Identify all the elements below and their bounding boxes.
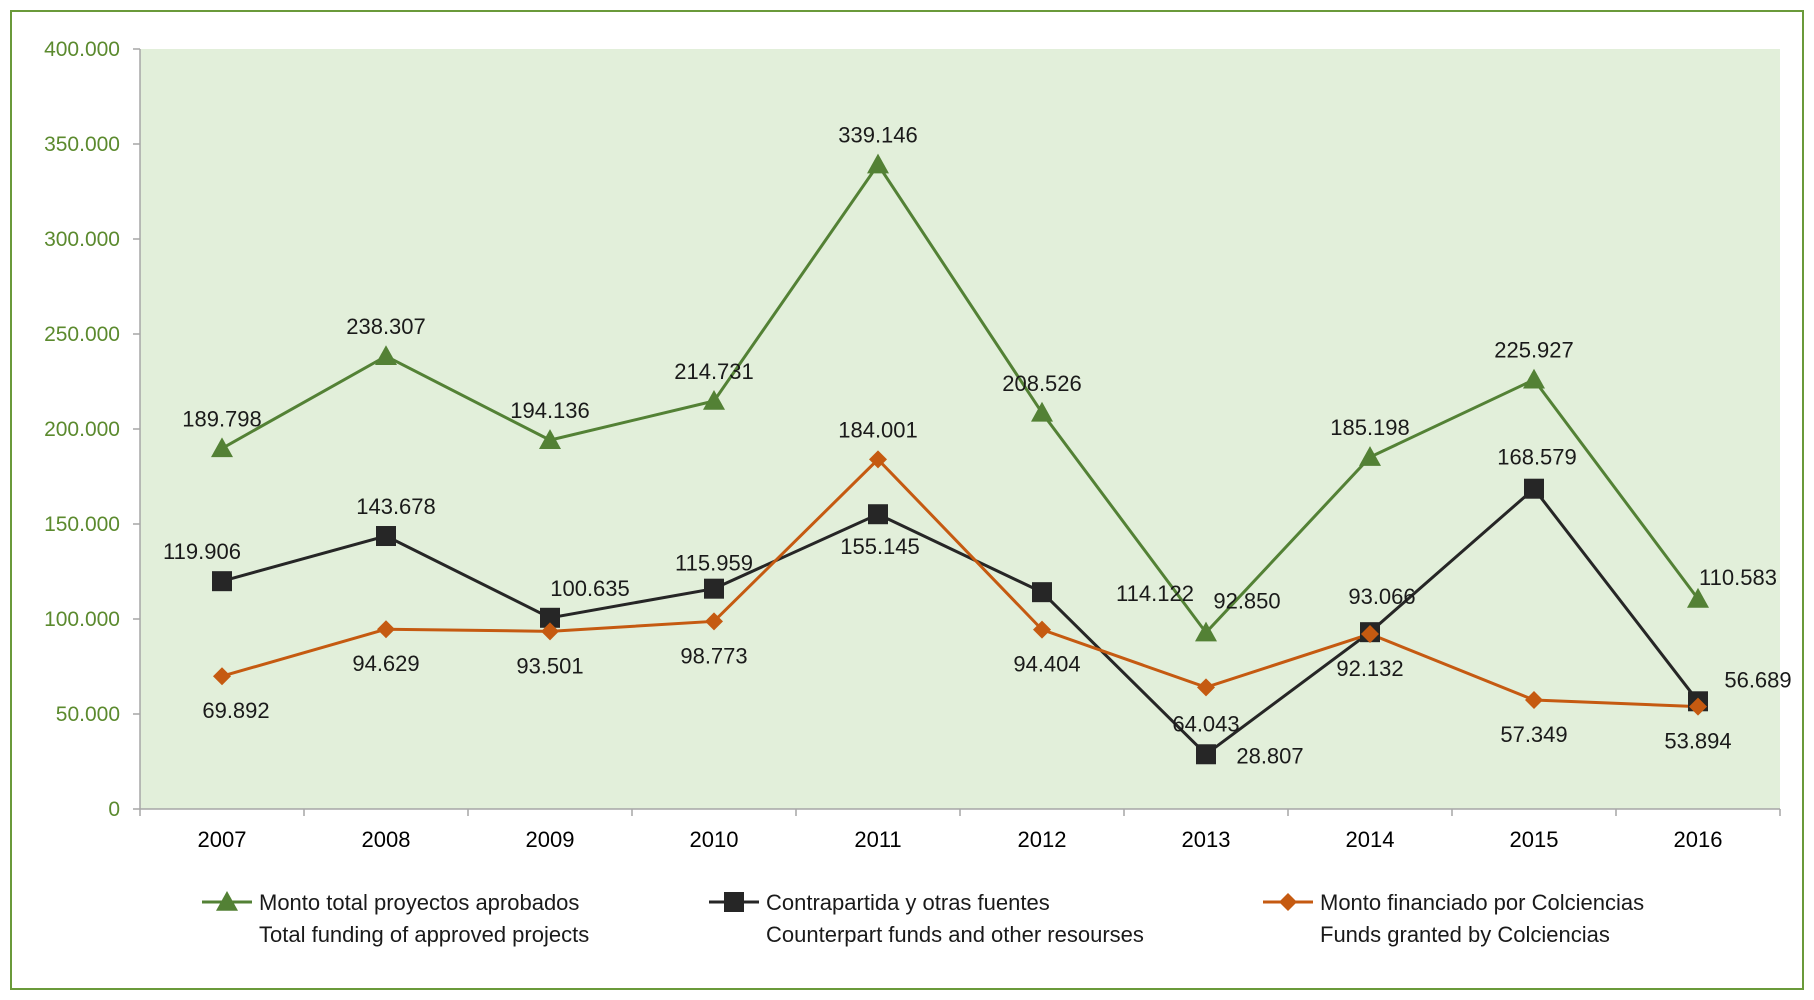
legend-label: Contrapartida y otras fuentes: [766, 890, 1050, 915]
x-tick-label: 2009: [526, 827, 575, 852]
data-point-marker: [704, 578, 724, 599]
data-label: 92.132: [1336, 656, 1403, 681]
data-label: 110.583: [1699, 565, 1777, 590]
x-tick-label: 2014: [1346, 827, 1395, 852]
y-tick-label: 350.000: [44, 133, 120, 156]
data-point-marker: [375, 345, 397, 366]
data-label: 194.136: [510, 398, 590, 423]
data-label: 189.798: [182, 406, 262, 431]
data-label: 98.773: [680, 643, 747, 668]
data-label: 93.066: [1348, 584, 1415, 609]
legend-marker: [724, 892, 744, 912]
y-tick-label: 0: [108, 798, 120, 821]
x-tick-label: 2010: [690, 827, 739, 852]
data-point-marker: [705, 612, 723, 631]
data-point-marker: [1197, 678, 1215, 697]
data-point-marker: [867, 153, 889, 174]
plot-area: [140, 49, 1780, 809]
data-label: 114.122: [1116, 581, 1194, 606]
data-label: 57.349: [1500, 722, 1567, 747]
data-label: 69.892: [202, 698, 269, 723]
chart-frame: 0 50.000 100.000 150.000 200.000 250.000 300.0…: [10, 10, 1804, 990]
data-label: 214.731: [674, 359, 754, 384]
data-label: 185.198: [1330, 415, 1410, 440]
data-point-marker: [541, 622, 559, 641]
data-label: 94.629: [352, 651, 419, 676]
data-point-marker: [1196, 744, 1216, 765]
series-line: [221, 486, 1700, 757]
data-point-marker: [1033, 620, 1051, 639]
data-label: 100.635: [550, 576, 630, 601]
data-label: 28.807: [1236, 743, 1303, 768]
data-point-marker: [211, 437, 233, 458]
data-point-marker: [1525, 691, 1543, 710]
series-line: [221, 457, 1699, 709]
data-label: 155.145: [840, 534, 920, 559]
y-tick-label: 300.000: [44, 228, 120, 251]
data-point-marker: [1195, 621, 1217, 642]
data-point-marker: [1361, 624, 1379, 643]
y-tick-label: 250.000: [44, 323, 120, 346]
line-chart: 0 50.000 100.000 150.000 200.000 250.000 300.0…: [44, 38, 1792, 947]
legend-label-en: Total funding of approved projects: [259, 922, 589, 947]
data-point-marker: [376, 526, 396, 547]
data-point-marker: [1359, 446, 1381, 466]
data-point-marker: [1031, 401, 1053, 422]
data-point-marker: [1523, 368, 1545, 389]
data-label: 208.526: [1002, 371, 1082, 396]
legend-marker: [1279, 893, 1297, 911]
data-point-marker: [377, 620, 395, 639]
data-label: 339.146: [838, 123, 918, 148]
data-label: 238.307: [346, 314, 426, 339]
data-point-marker: [1524, 478, 1544, 499]
data-label: 94.404: [1013, 652, 1080, 677]
data-point-marker: [212, 571, 232, 592]
y-tick-label: 50.000: [56, 703, 120, 726]
data-point-marker: [1687, 587, 1709, 608]
x-tick-label: 2013: [1182, 827, 1231, 852]
y-tick-label: 150.000: [44, 513, 120, 536]
x-tick-label: 2012: [1018, 827, 1067, 852]
data-label: 184.001: [838, 417, 918, 442]
data-label: 225.927: [1494, 338, 1574, 363]
y-tick-label: 200.000: [44, 418, 120, 441]
x-tick-label: 2008: [362, 827, 411, 852]
legend-label-en: Funds granted by Colciencias: [1320, 922, 1610, 947]
data-label: 64.043: [1172, 711, 1239, 736]
data-label: 168.579: [1497, 445, 1577, 470]
data-label: 143.678: [356, 494, 436, 519]
data-point-marker: [540, 607, 560, 628]
data-point-marker: [1689, 697, 1707, 716]
legend-label: Monto financiado por Colciencias: [1320, 890, 1644, 915]
data-point-marker: [703, 390, 725, 410]
x-tick-label: 2016: [1674, 827, 1723, 852]
data-label: 53.894: [1664, 729, 1731, 754]
legend-label: Monto total proyectos aprobados: [259, 890, 579, 915]
data-label: 93.501: [516, 653, 583, 678]
data-label: 119.906: [163, 539, 241, 564]
data-label: 115.959: [675, 551, 753, 576]
data-point-marker: [1032, 582, 1052, 603]
legend-label-en: Counterpart funds and other resourses: [766, 922, 1144, 947]
data-point-marker: [213, 667, 231, 686]
data-labels: 189.798 238.307 194.136 214.731 339.146 208.5…: [163, 123, 1792, 769]
legend-marker: [216, 891, 238, 911]
data-label: 92.850: [1213, 589, 1280, 614]
x-tick-label: 2007: [198, 827, 247, 852]
data-point-marker: [869, 450, 887, 469]
y-tick-label: 100.000: [44, 608, 120, 631]
legend: Monto total proyectos aprobados Total fun…: [202, 890, 1644, 947]
series-lines: [221, 161, 1700, 757]
data-point-marker: [868, 504, 888, 525]
x-tick-label: 2011: [854, 827, 901, 852]
x-tick-label: 2015: [1510, 827, 1559, 852]
series-markers: [211, 153, 1709, 765]
data-label: 56.689: [1724, 667, 1791, 692]
series-line: [221, 161, 1700, 635]
axes: 0 50.000 100.000 150.000 200.000 250.000 300.0…: [44, 38, 1781, 852]
data-point-marker: [539, 429, 561, 449]
y-tick-label: 400.000: [44, 38, 120, 61]
